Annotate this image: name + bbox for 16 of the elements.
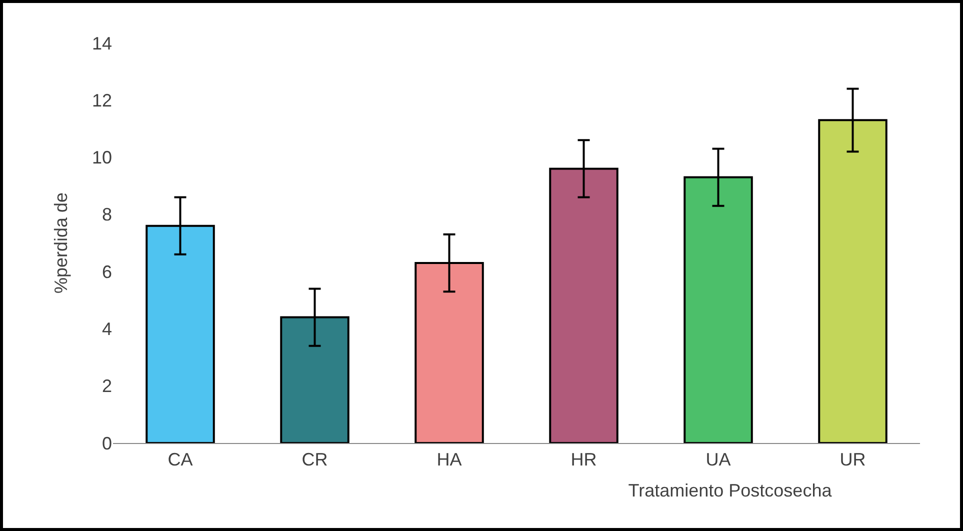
x-tick-label: CR (302, 450, 328, 470)
y-tick-label: 8 (102, 204, 112, 225)
y-tick-label: 0 (102, 433, 112, 454)
y-tick-label: 12 (92, 90, 112, 110)
y-tick-label: 10 (92, 148, 112, 168)
x-axis-title: Tratamiento Postcosecha (628, 480, 833, 501)
x-tick-label: UA (706, 450, 731, 470)
x-tick-label: HA (436, 450, 462, 470)
y-axis-title: %perdida de (51, 192, 71, 294)
y-tick-label: 14 (92, 33, 112, 54)
y-tick-label: 4 (102, 319, 112, 340)
x-tick-label: UR (840, 450, 866, 470)
y-tick-label: 6 (102, 262, 112, 282)
x-tick-label: CA (168, 450, 193, 470)
y-tick-label: 2 (102, 376, 112, 396)
x-tick-label: HR (570, 450, 597, 470)
